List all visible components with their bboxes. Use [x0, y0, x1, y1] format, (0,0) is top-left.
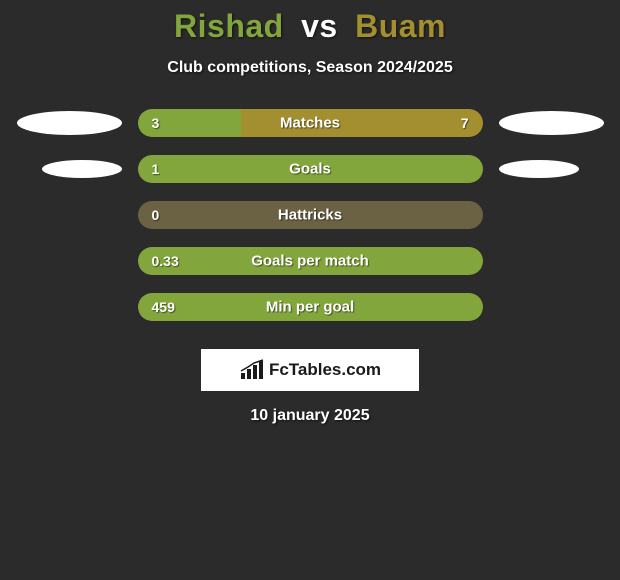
bar-right-fill [241, 109, 483, 137]
stat-bar: 0 Hattricks [138, 201, 483, 229]
comparison-card: Rishad vs Buam Club competitions, Season… [0, 0, 620, 425]
stat-left-value: 459 [152, 299, 175, 315]
stat-row: 0.33 Goals per match [0, 247, 620, 275]
stat-label: Goals per match [251, 253, 369, 270]
stat-row: 459 Min per goal [0, 293, 620, 321]
stats-list: 3 7 Matches 1 Goals 0 Hattricks 0.33 Goals per m… [0, 109, 620, 321]
player1-avatar [42, 160, 122, 178]
stat-bar: 3 7 Matches [138, 109, 483, 137]
stat-row: 0 Hattricks [0, 201, 620, 229]
stat-row: 3 7 Matches [0, 109, 620, 137]
brand-badge: FcTables.com [201, 349, 419, 391]
player1-name: Rishad [174, 8, 284, 44]
player2-name: Buam [355, 8, 446, 44]
subtitle: Club competitions, Season 2024/2025 [0, 59, 620, 77]
stat-label: Goals [289, 161, 331, 178]
stat-bar: 459 Min per goal [138, 293, 483, 321]
stat-left-value: 1 [152, 161, 160, 177]
snapshot-date: 10 january 2025 [0, 407, 620, 425]
stat-row: 1 Goals [0, 155, 620, 183]
stat-label: Matches [280, 115, 340, 132]
player2-avatar [499, 160, 579, 178]
player2-avatar [499, 111, 604, 135]
stat-left-value: 0.33 [152, 253, 179, 269]
stat-label: Hattricks [278, 207, 342, 224]
stat-right-value: 7 [461, 115, 469, 131]
vs-label: vs [301, 8, 338, 44]
brand-text: FcTables.com [269, 360, 381, 380]
stat-left-value: 0 [152, 207, 160, 223]
stat-label: Min per goal [266, 299, 354, 316]
page-title: Rishad vs Buam [0, 8, 620, 45]
bar-chart-icon [239, 359, 265, 381]
stat-bar: 0.33 Goals per match [138, 247, 483, 275]
stat-left-value: 3 [152, 115, 160, 131]
player1-avatar [17, 111, 122, 135]
stat-bar: 1 Goals [138, 155, 483, 183]
